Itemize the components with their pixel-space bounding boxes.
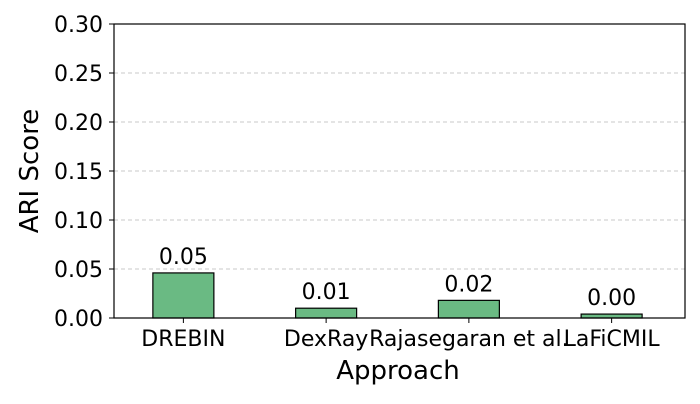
plot-frame <box>113 23 686 319</box>
bars-layer <box>152 272 643 319</box>
x-tick-label-1: DexRay <box>284 327 368 352</box>
data-label-3: 0.00 <box>587 286 636 311</box>
labels-layer: 0.05 DREBIN 0.01 DexRay 0.02 Rajasegaran et a… <box>54 13 660 352</box>
y-tick-label-4: 0.20 <box>54 111 103 136</box>
data-label-2: 0.02 <box>444 272 493 297</box>
bar-2 <box>437 299 500 319</box>
x-axis-title: Approach <box>336 356 460 386</box>
axes-layer <box>109 23 686 323</box>
bar-1 <box>295 307 358 319</box>
y-tick-label-5: 0.25 <box>54 62 103 87</box>
y-tick-label-6: 0.30 <box>54 13 103 38</box>
data-label-0: 0.05 <box>159 245 208 270</box>
y-tick-label-3: 0.15 <box>54 160 103 185</box>
y-axis-title: ARI Score <box>15 109 45 234</box>
y-tick-label-2: 0.10 <box>54 209 103 234</box>
grid-layer <box>114 23 685 270</box>
y-tick-label-0: 0.00 <box>54 307 103 332</box>
data-label-1: 0.01 <box>302 280 351 305</box>
bar-0 <box>152 272 215 319</box>
y-tick-label-1: 0.05 <box>54 258 103 283</box>
x-tick-label-2: Rajasegaran et al. <box>369 327 569 352</box>
x-tick-label-0: DREBIN <box>141 327 225 352</box>
x-tick-label-3: LaFiCMIL <box>564 327 661 352</box>
